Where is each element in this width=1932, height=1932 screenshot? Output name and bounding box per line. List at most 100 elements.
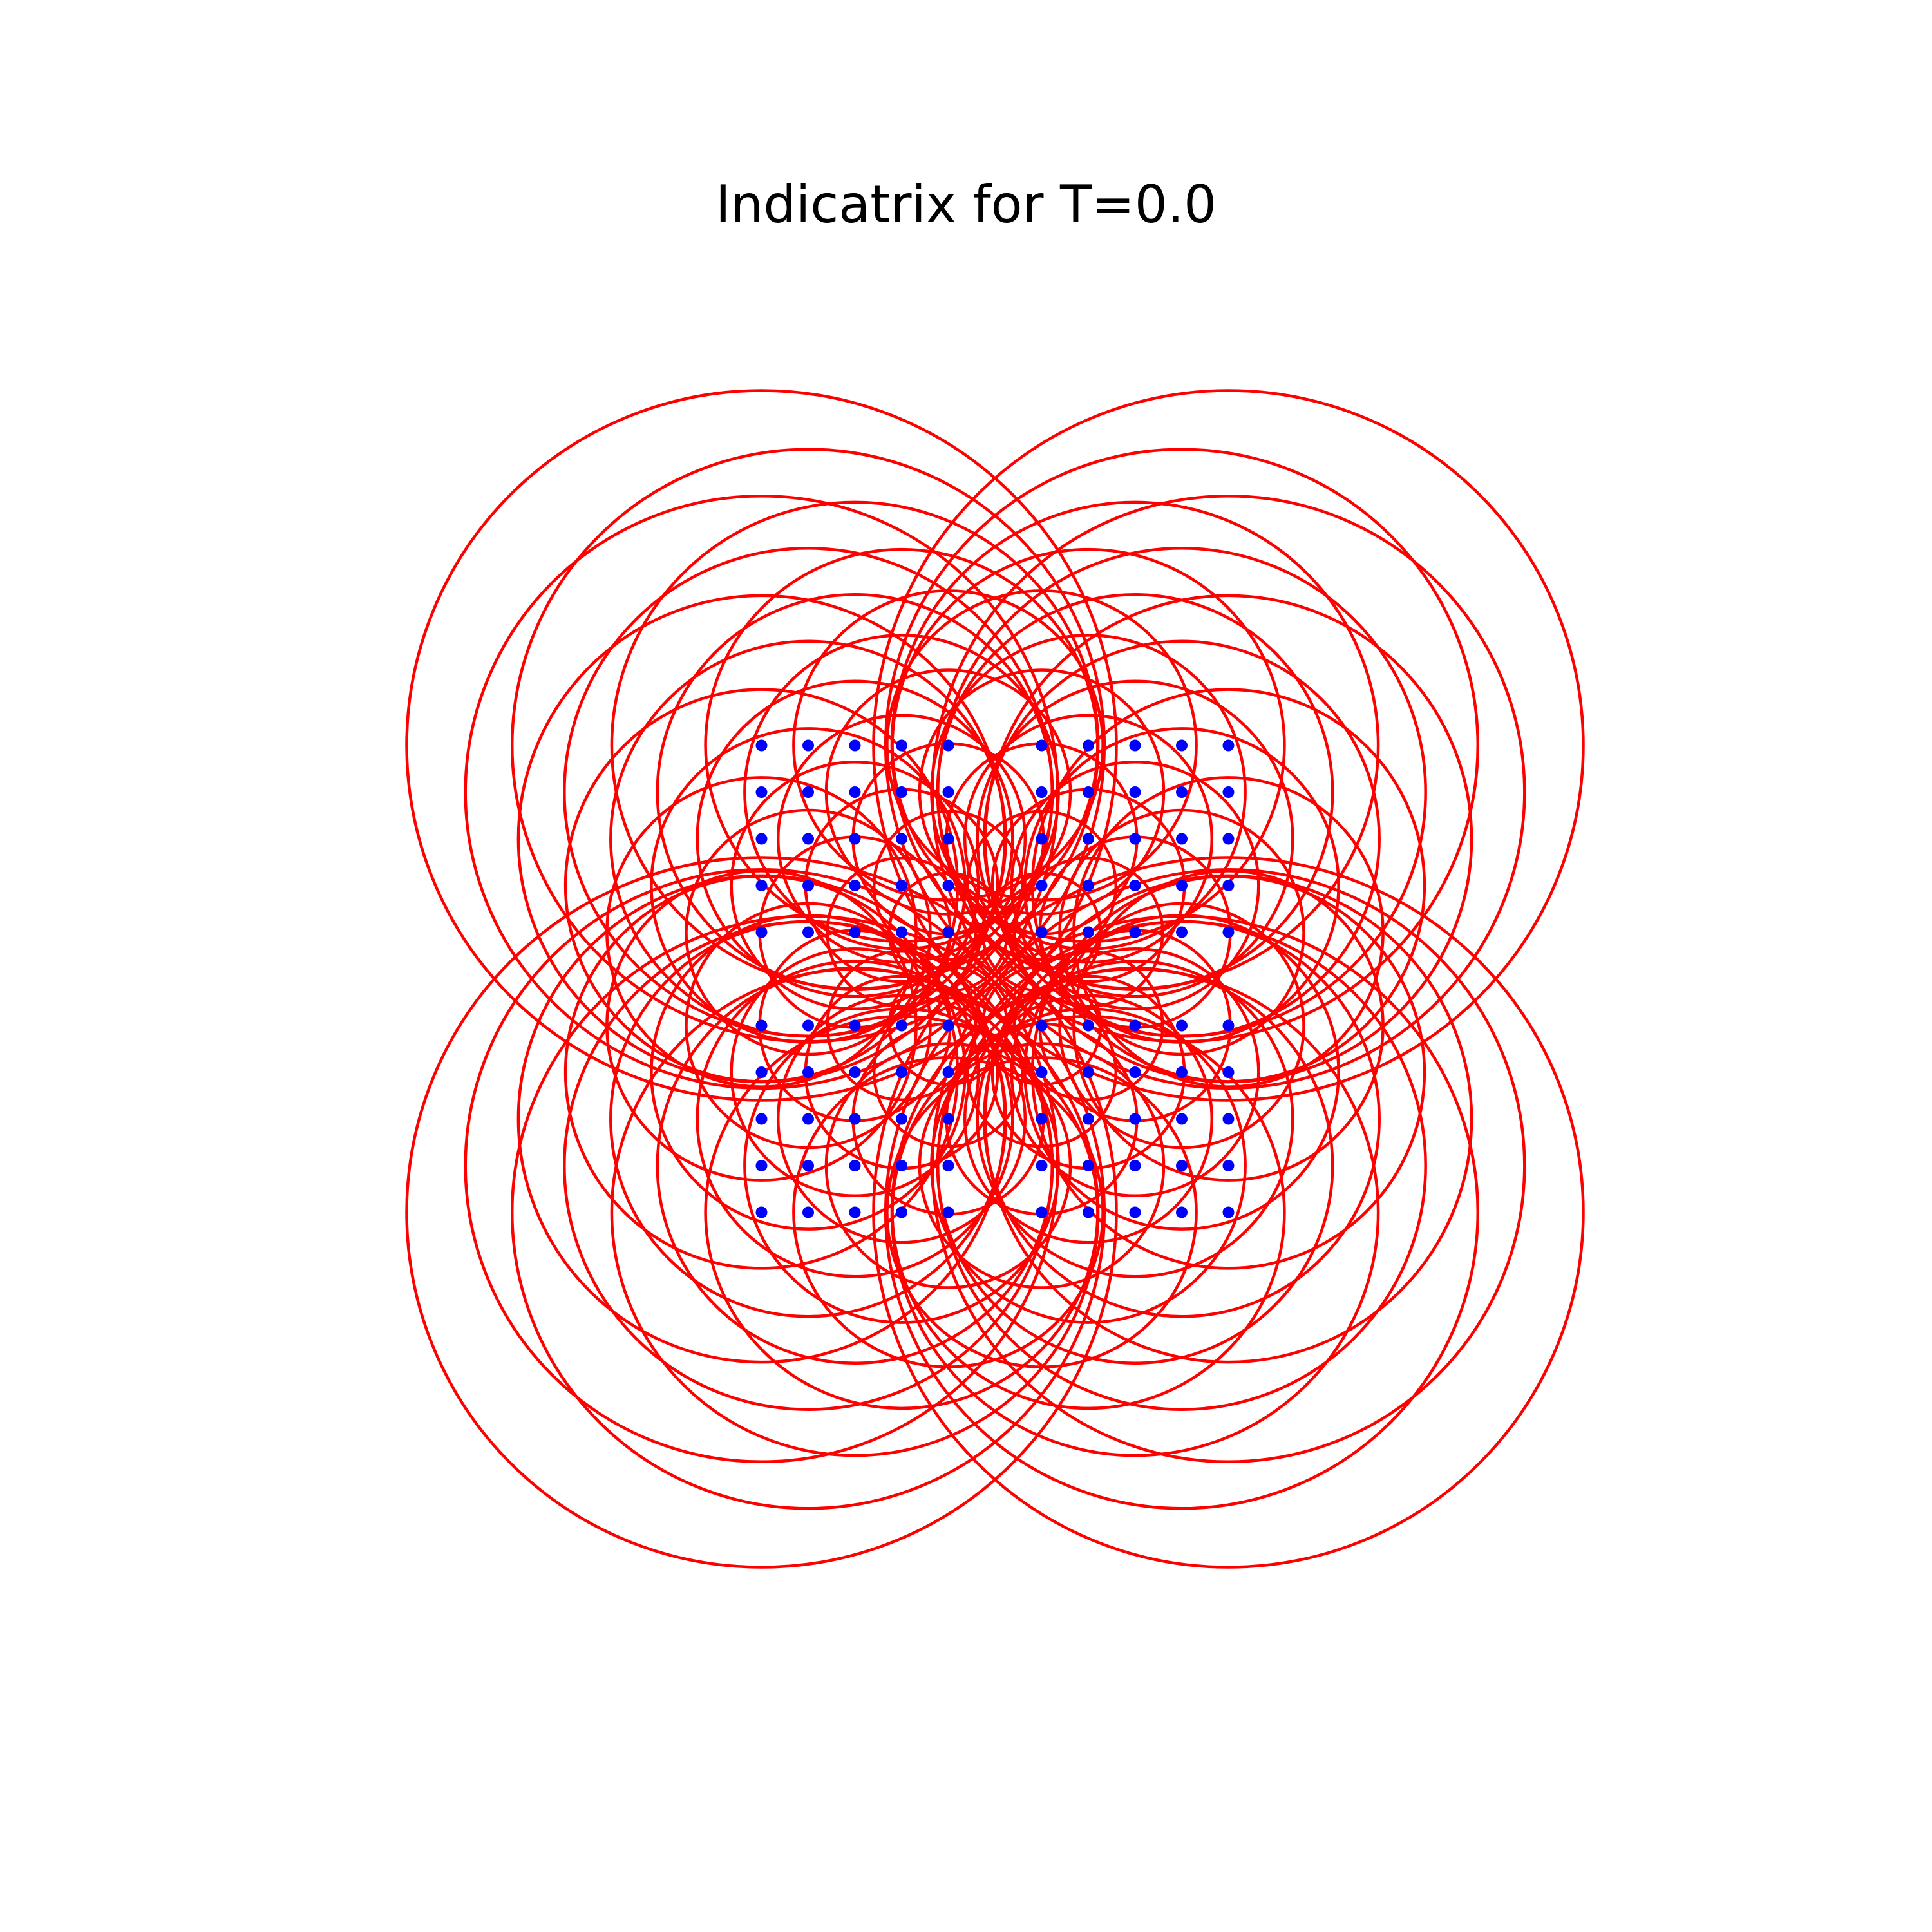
indicatrix-circle <box>965 810 1118 961</box>
grid-point <box>1222 833 1235 845</box>
grid-point <box>1176 739 1188 752</box>
grid-point <box>1176 1206 1188 1218</box>
indicatrix-circle <box>1012 949 1164 1102</box>
grid-point <box>1083 786 1094 798</box>
indicatrix-circle <box>1072 776 1385 1088</box>
grid-point <box>802 1019 814 1032</box>
grid-point <box>1222 1160 1235 1171</box>
grid-point <box>1176 1113 1188 1125</box>
indicatrix-circle <box>730 947 980 1198</box>
grid-point <box>755 1113 768 1125</box>
grid-point <box>1129 1206 1141 1218</box>
grid-point <box>896 1160 907 1171</box>
grid-point <box>1129 786 1141 798</box>
grid-point <box>896 926 907 938</box>
grid-point <box>1129 1160 1141 1171</box>
indicatrix-circle <box>963 714 1214 964</box>
grid-point <box>1222 880 1235 891</box>
grid-point <box>896 1206 907 1218</box>
grid-point <box>849 833 861 845</box>
indicatrix-circle <box>872 996 1025 1148</box>
grid-point <box>1036 1160 1048 1171</box>
grid-point <box>1222 1113 1235 1125</box>
grid-point <box>1222 1019 1235 1032</box>
grid-point <box>896 786 907 798</box>
grid-point <box>1036 786 1048 798</box>
grid-point <box>1083 1113 1094 1125</box>
grid-point <box>1129 1019 1141 1032</box>
grid-point <box>1083 880 1094 891</box>
grid-point <box>755 739 768 752</box>
grid-point <box>896 739 907 752</box>
grid-point <box>755 926 768 938</box>
indicatrix-circle <box>1072 869 1385 1182</box>
grid-point <box>942 1160 954 1171</box>
indicatrix-circles <box>405 389 1585 1569</box>
grid-point <box>755 1066 768 1078</box>
indicatrix-circle <box>696 679 1014 998</box>
indicatrix-circle <box>872 810 1025 961</box>
grid-point <box>1176 926 1188 938</box>
grid-point <box>802 833 814 845</box>
indicatrix-circle <box>963 994 1214 1244</box>
grid-point <box>755 1160 768 1171</box>
grid-point <box>942 880 954 891</box>
grid-point <box>896 1113 907 1125</box>
grid-point <box>755 1206 768 1218</box>
grid-point <box>896 1019 907 1032</box>
grid-point <box>1176 1019 1188 1032</box>
grid-point <box>849 739 861 752</box>
indicatrix-circle <box>976 960 1294 1278</box>
indicatrix-circle <box>981 871 1103 993</box>
grid-point <box>1083 1066 1094 1078</box>
grid-point <box>755 833 768 845</box>
indicatrix-circle <box>976 679 1294 998</box>
grid-point <box>849 1206 861 1218</box>
grid-point <box>802 1066 814 1078</box>
indicatrix-circle <box>776 714 1027 964</box>
grid-point <box>1129 1113 1141 1125</box>
grid-point <box>1083 739 1094 752</box>
grid-point <box>849 1113 861 1125</box>
grid-point <box>1036 833 1048 845</box>
grid-point <box>755 786 768 798</box>
grid-point <box>942 1066 954 1078</box>
grid-point <box>1036 880 1048 891</box>
indicatrix-circle <box>872 389 1585 1102</box>
indicatrix-circle <box>887 871 1009 993</box>
grid-point <box>896 1066 907 1078</box>
grid-point <box>1036 1019 1048 1032</box>
grid-point <box>896 833 907 845</box>
grid-point <box>1036 1066 1048 1078</box>
grid-point <box>802 1206 814 1218</box>
grid-point <box>942 926 954 938</box>
grid-point <box>1222 739 1235 752</box>
indicatrix-circle <box>981 965 1103 1086</box>
grid-point <box>1176 786 1188 798</box>
grid-point <box>849 1160 861 1171</box>
grid-point <box>1083 1206 1094 1218</box>
grid-point <box>1083 833 1094 845</box>
indicatrix-circle <box>886 589 1198 902</box>
indicatrix-circle <box>1010 947 1260 1198</box>
grid-point <box>1129 880 1141 891</box>
grid-point <box>1222 1066 1235 1078</box>
grid-point <box>942 1206 954 1218</box>
indicatrix-circle <box>405 856 1118 1569</box>
indicatrix-circle <box>776 994 1027 1244</box>
indicatrix-circle <box>605 869 918 1182</box>
grid-point <box>1036 1206 1048 1218</box>
indicatrix-circle <box>886 1056 1198 1368</box>
grid-point <box>1083 1019 1094 1032</box>
grid-point <box>1036 926 1048 938</box>
indicatrix-circle <box>887 965 1009 1086</box>
indicatrix-circle <box>826 856 978 1009</box>
grid-point <box>802 786 814 798</box>
indicatrix-circle <box>792 589 1104 902</box>
grid-point <box>1129 926 1141 938</box>
grid-point <box>1222 786 1235 798</box>
indicatrix-circle <box>826 949 978 1102</box>
indicatrix-circle <box>405 389 1118 1102</box>
indicatrix-circle <box>730 760 980 1011</box>
